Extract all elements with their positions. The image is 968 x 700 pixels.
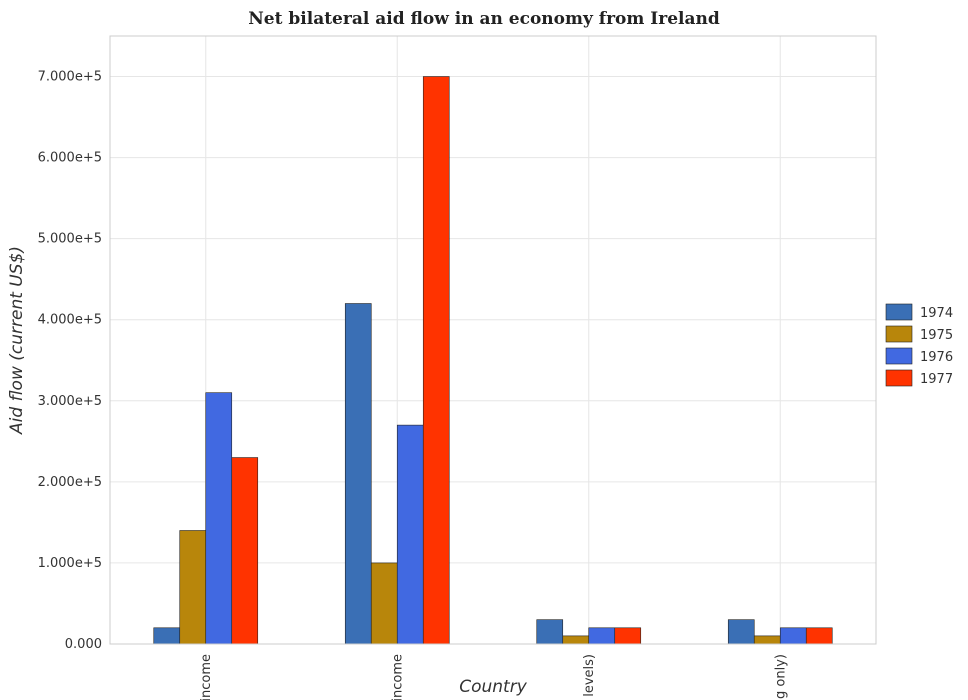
y-tick-label: 0.000: [65, 637, 102, 652]
x-tick-label: Lower middle income: [390, 654, 405, 700]
y-tick-labels: 0.000 1.000e+5 2.000e+5 3.000e+5 4.000e+5 5.0…: [38, 70, 102, 652]
y-tick-label: 3.000e+5: [38, 394, 102, 409]
bar-1976: [396, 424, 424, 645]
bar-1977: [805, 627, 833, 645]
legend-swatch-1975: [885, 325, 913, 343]
bar-1974: [536, 619, 564, 645]
bar-1975: [562, 635, 590, 645]
x-axis-title: Country: [459, 677, 527, 697]
legend-label-1974: 1974: [920, 306, 953, 321]
y-tick-label: 1.000e+5: [38, 556, 102, 571]
x-tick-label: Middle East & North Africa (all income l…: [582, 654, 597, 700]
bar-1977: [231, 457, 259, 645]
legend-swatch-1976: [885, 347, 913, 365]
bar-1975: [179, 530, 207, 645]
bars: [153, 76, 833, 645]
bar-1975: [370, 562, 398, 645]
x-tick-label: Low income: [199, 654, 214, 700]
x-tick-labels: Low income Lower middle income Middle East…: [199, 654, 789, 700]
bar-1976: [205, 392, 233, 645]
legend-label-1976: 1976: [920, 350, 953, 365]
legend-swatch-1974: [885, 303, 913, 321]
y-tick-label: 4.000e+5: [38, 313, 102, 328]
legend-label-1975: 1975: [920, 328, 953, 343]
x-tick-label: Middle East & North Africa (developing o…: [773, 654, 788, 700]
bar-1976: [779, 627, 807, 645]
legend: 1974 1975 1976 1977: [885, 303, 953, 387]
bar-1974: [344, 303, 372, 645]
y-tick-label: 5.000e+5: [38, 232, 102, 247]
legend-swatch-1977: [885, 369, 913, 387]
chart-title: Net bilateral aid flow in an economy fro…: [248, 9, 720, 29]
y-tick-label: 7.000e+5: [38, 70, 102, 85]
y-tick-label: 2.000e+5: [38, 475, 102, 490]
y-axis-title: Aid flow (current US$): [7, 246, 27, 435]
legend-label-1977: 1977: [920, 372, 953, 387]
bar-1975: [753, 635, 781, 645]
bar-1977: [614, 627, 642, 645]
bar-1974: [153, 627, 181, 645]
plot-frame: [109, 35, 877, 645]
bar-1976: [588, 627, 616, 645]
y-tick-label: 6.000e+5: [38, 151, 102, 166]
bar-1974: [727, 619, 755, 645]
bar-1977: [422, 76, 450, 645]
